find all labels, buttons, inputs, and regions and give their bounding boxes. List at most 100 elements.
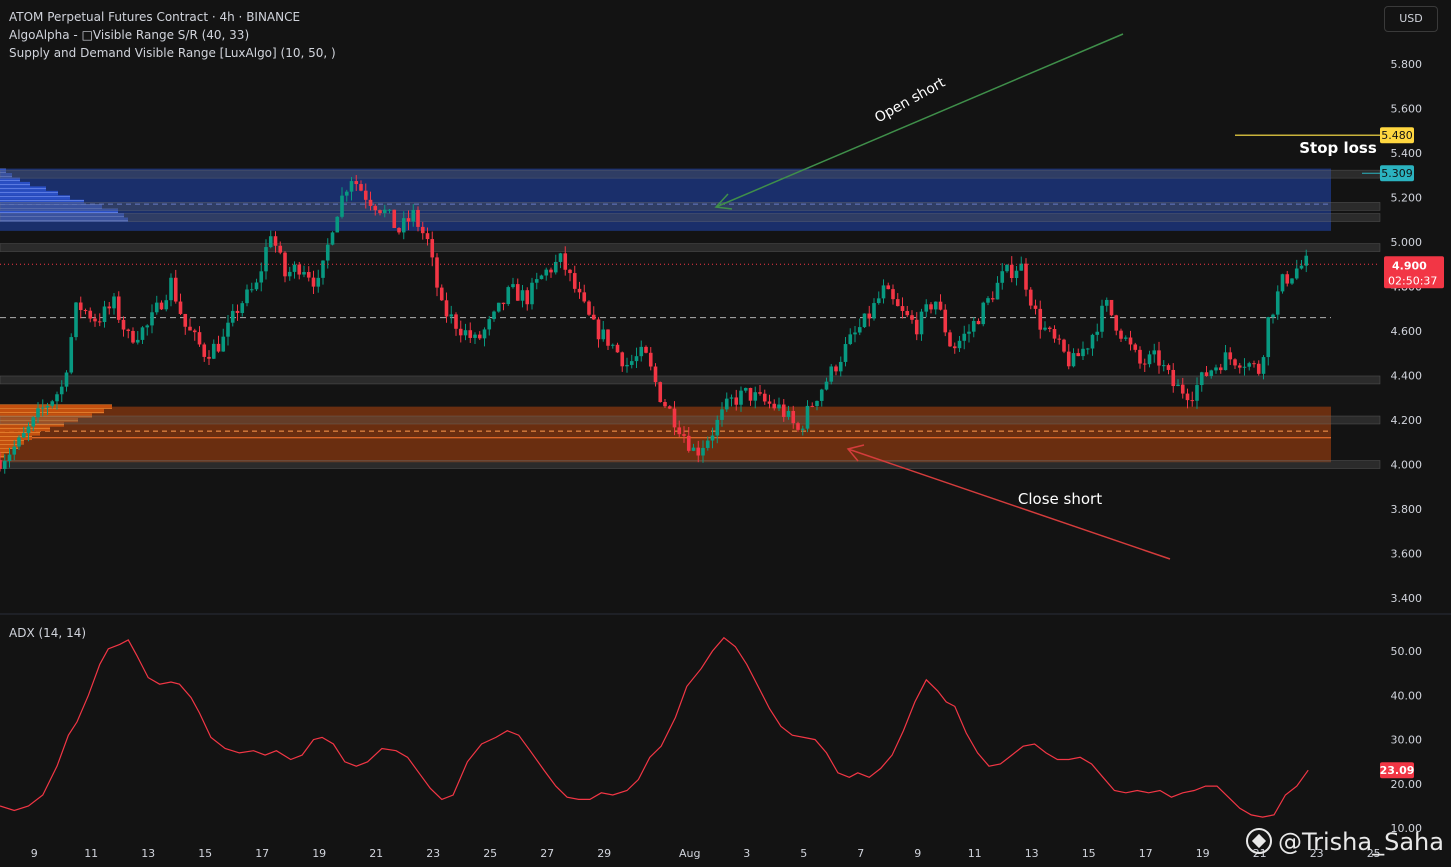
candle-body xyxy=(150,312,154,326)
candle-body xyxy=(1157,350,1161,366)
price-tick-label: 4.000 xyxy=(1391,459,1423,472)
candle-body xyxy=(439,287,444,301)
chart-title[interactable]: ATOM Perpetual Futures Contract · 4h · B… xyxy=(9,10,301,24)
candle-body xyxy=(2,460,7,469)
candle-body xyxy=(1019,263,1024,271)
candle-body xyxy=(1204,372,1209,376)
candle-body xyxy=(805,405,810,429)
adx-tick-label: 10.00 xyxy=(1391,822,1423,835)
candle-body xyxy=(568,269,572,274)
candle-body xyxy=(1252,363,1256,365)
indicator-supply-demand-label[interactable]: Supply and Demand Visible Range [LuxAlgo… xyxy=(9,46,336,60)
candle-body xyxy=(97,321,102,323)
candle-body xyxy=(463,330,468,336)
candle-body xyxy=(107,306,112,309)
candle-body xyxy=(492,311,496,320)
candle-body xyxy=(359,184,363,191)
candle-body xyxy=(207,356,211,359)
candle-body xyxy=(392,209,397,228)
candle-body xyxy=(506,287,511,305)
candle-body xyxy=(1062,339,1066,352)
candle-body xyxy=(743,387,748,391)
currency-button[interactable]: USD xyxy=(1384,6,1438,32)
candle-body xyxy=(952,346,957,349)
demand-profile-bar xyxy=(0,431,40,436)
candle-body xyxy=(1237,365,1242,368)
candle-body xyxy=(1199,372,1204,386)
sr-band xyxy=(0,415,1381,425)
candle-body xyxy=(397,227,401,233)
sr-band xyxy=(0,243,1381,252)
stop-loss-badge xyxy=(1380,127,1414,144)
adx-label[interactable]: ADX (14, 14) xyxy=(9,626,87,640)
candle-body xyxy=(739,390,743,405)
stop-loss-badge-label: 5.480 xyxy=(1381,129,1413,142)
time-tick-label: 11 xyxy=(84,847,98,860)
time-tick-label: 19 xyxy=(312,847,326,860)
time-tick-label: 5 xyxy=(800,847,807,860)
candle-body xyxy=(482,329,487,339)
time-tick-label: 11 xyxy=(968,847,982,860)
price-tick-label: 5.000 xyxy=(1391,236,1423,249)
candle-body xyxy=(188,326,192,331)
candle-body xyxy=(558,253,563,262)
candle-body xyxy=(368,199,373,206)
adx-value-badge xyxy=(1380,762,1414,779)
candle-body xyxy=(40,407,45,409)
candle-body xyxy=(287,271,292,277)
candle-body xyxy=(867,313,872,319)
candle-body xyxy=(544,269,549,276)
candle-body xyxy=(302,272,306,275)
candle-body xyxy=(17,437,21,447)
candle-body xyxy=(178,301,183,314)
watermark: @Trisha_Saha xyxy=(1246,824,1444,856)
candle-body xyxy=(843,344,848,362)
candle-body xyxy=(297,264,302,275)
candle-body xyxy=(50,401,55,406)
candle-body xyxy=(1209,370,1214,376)
open-short-arrowhead xyxy=(714,193,733,210)
adx-value-label: 23.09 xyxy=(1380,764,1415,777)
candle-body xyxy=(1256,363,1261,374)
candle-body xyxy=(620,352,625,367)
candle-body xyxy=(245,289,249,304)
candle-body xyxy=(701,447,705,456)
candle-body xyxy=(705,440,710,448)
candle-body xyxy=(534,279,539,283)
candle-body xyxy=(382,209,387,214)
candle-body xyxy=(933,301,938,310)
time-tick-label: 23 xyxy=(426,847,440,860)
level-badge xyxy=(1380,165,1414,182)
candle-body xyxy=(629,361,634,365)
candle-body xyxy=(753,392,758,401)
candle-body xyxy=(971,320,976,332)
candle-body xyxy=(990,298,995,300)
candle-body xyxy=(430,239,435,258)
candle-body xyxy=(1242,366,1247,368)
candle-body xyxy=(216,343,221,352)
candle-body xyxy=(278,245,283,253)
candle-body xyxy=(235,310,240,313)
candle-body xyxy=(83,310,88,312)
candle-body xyxy=(948,332,952,347)
last-price-label: 4.900 xyxy=(1392,259,1427,272)
candle-body xyxy=(1114,315,1119,331)
time-tick-label: 25 xyxy=(1367,847,1381,860)
candle-body xyxy=(596,319,601,340)
candle-body xyxy=(1009,264,1014,279)
candle-body xyxy=(1152,350,1157,355)
candle-body xyxy=(230,310,235,323)
candle-body xyxy=(1005,264,1009,272)
candle-body xyxy=(1223,352,1228,371)
indicator-sr-label[interactable]: AlgoAlpha - □Visible Range S/R (40, 33) xyxy=(9,28,250,42)
candle-body xyxy=(183,313,188,327)
candle-body xyxy=(824,381,829,390)
candle-body xyxy=(777,404,781,409)
candle-body xyxy=(857,327,862,333)
candle-body xyxy=(1228,352,1233,360)
candle-body xyxy=(1071,353,1076,367)
candle-body xyxy=(1304,255,1309,266)
time-tick-label: 27 xyxy=(540,847,554,860)
candle-body xyxy=(74,302,78,338)
